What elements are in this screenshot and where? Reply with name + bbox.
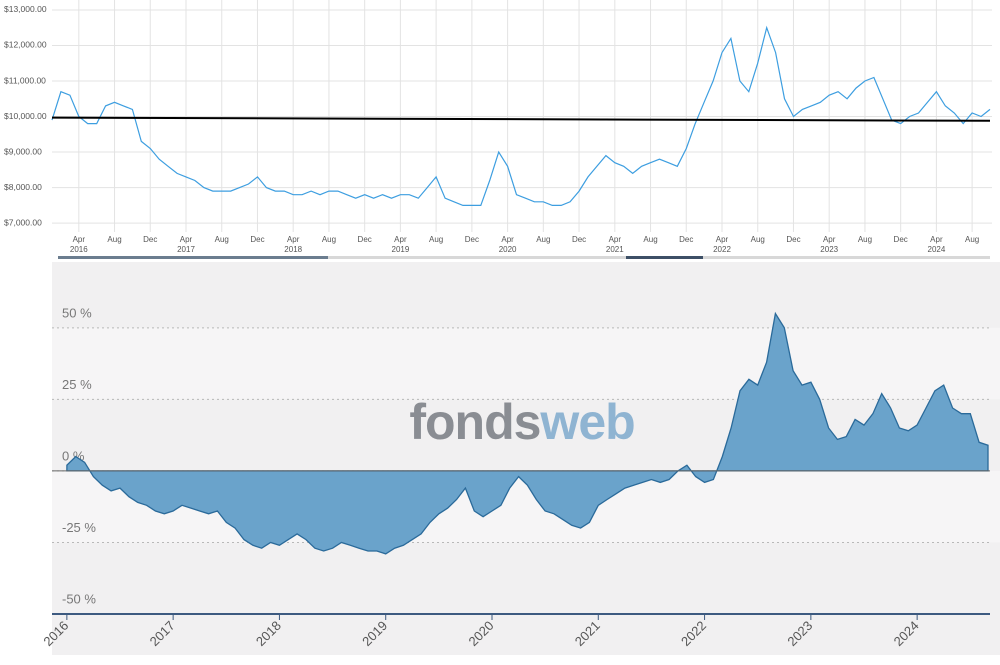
x-tick-label: Aug	[858, 235, 872, 244]
x-tick-label: Dec	[465, 235, 479, 244]
x-year-label: 2021	[606, 245, 624, 254]
x-tick-label: Dec	[679, 235, 693, 244]
x-year-label: 2024	[928, 245, 946, 254]
y-tick-label: $8,000.00	[4, 182, 42, 192]
x-tick-label: Dec	[358, 235, 372, 244]
x-year-label: 2023	[820, 245, 838, 254]
trend-line	[51, 116, 991, 122]
watermark-part: fonds	[409, 394, 540, 450]
y-tick-label: $13,000.00	[4, 4, 47, 14]
x-tick-label: Aug	[107, 235, 121, 244]
x-tick-label: Aug	[215, 235, 229, 244]
x-tick-label: Aug	[751, 235, 765, 244]
x-tick-label: Apr	[73, 235, 86, 244]
x-tick-label: Apr	[287, 235, 300, 244]
x-year-label: 2019	[392, 245, 410, 254]
x-year-label: 2018	[284, 245, 302, 254]
y-tick-label: $11,000.00	[4, 75, 46, 85]
y-tick-label: -50 %	[62, 591, 96, 606]
x-tick-label: Apr	[501, 235, 514, 244]
x-year-label: 2016	[70, 245, 88, 254]
x-tick-label: Aug	[536, 235, 550, 244]
x-tick-label: Dec	[894, 235, 908, 244]
price-line	[51, 25, 991, 206]
x-tick-label: Aug	[429, 235, 443, 244]
x-year-label: 2017	[177, 245, 195, 254]
x-tick-label: Aug	[643, 235, 657, 244]
x-tick-label: Apr	[609, 235, 622, 244]
x-tick-label: Apr	[180, 235, 193, 244]
plot-band	[52, 327, 1000, 400]
watermark: fondsweb	[409, 394, 634, 450]
watermark-part: web	[539, 394, 634, 450]
x-tick-label: Dec	[250, 235, 264, 244]
x-tick-label: Dec	[572, 235, 586, 244]
y-tick-label: -25 %	[62, 520, 96, 535]
x-tick-label: Aug	[965, 235, 979, 244]
y-tick-label: $10,000.00	[4, 111, 47, 121]
y-tick-label: 50 %	[62, 305, 92, 320]
x-year-label: 2022	[713, 245, 731, 254]
y-tick-label: $9,000.00	[4, 146, 42, 156]
x-year-label: 2020	[499, 245, 517, 254]
y-tick-label: 25 %	[62, 377, 92, 392]
navigator-segment	[626, 256, 703, 259]
y-tick-label: $7,000.00	[4, 217, 42, 227]
x-tick-label: Aug	[322, 235, 336, 244]
x-tick-label: Apr	[716, 235, 729, 244]
area	[66, 311, 989, 555]
x-tick-label: Apr	[930, 235, 943, 244]
x-tick-label: Dec	[786, 235, 800, 244]
x-tick-label: Apr	[823, 235, 836, 244]
navigator-segment	[58, 256, 328, 259]
x-tick-label: Dec	[143, 235, 157, 244]
x-tick-label: Apr	[394, 235, 407, 244]
y-tick-label: $12,000.00	[4, 40, 47, 50]
navigator-track	[58, 256, 990, 259]
